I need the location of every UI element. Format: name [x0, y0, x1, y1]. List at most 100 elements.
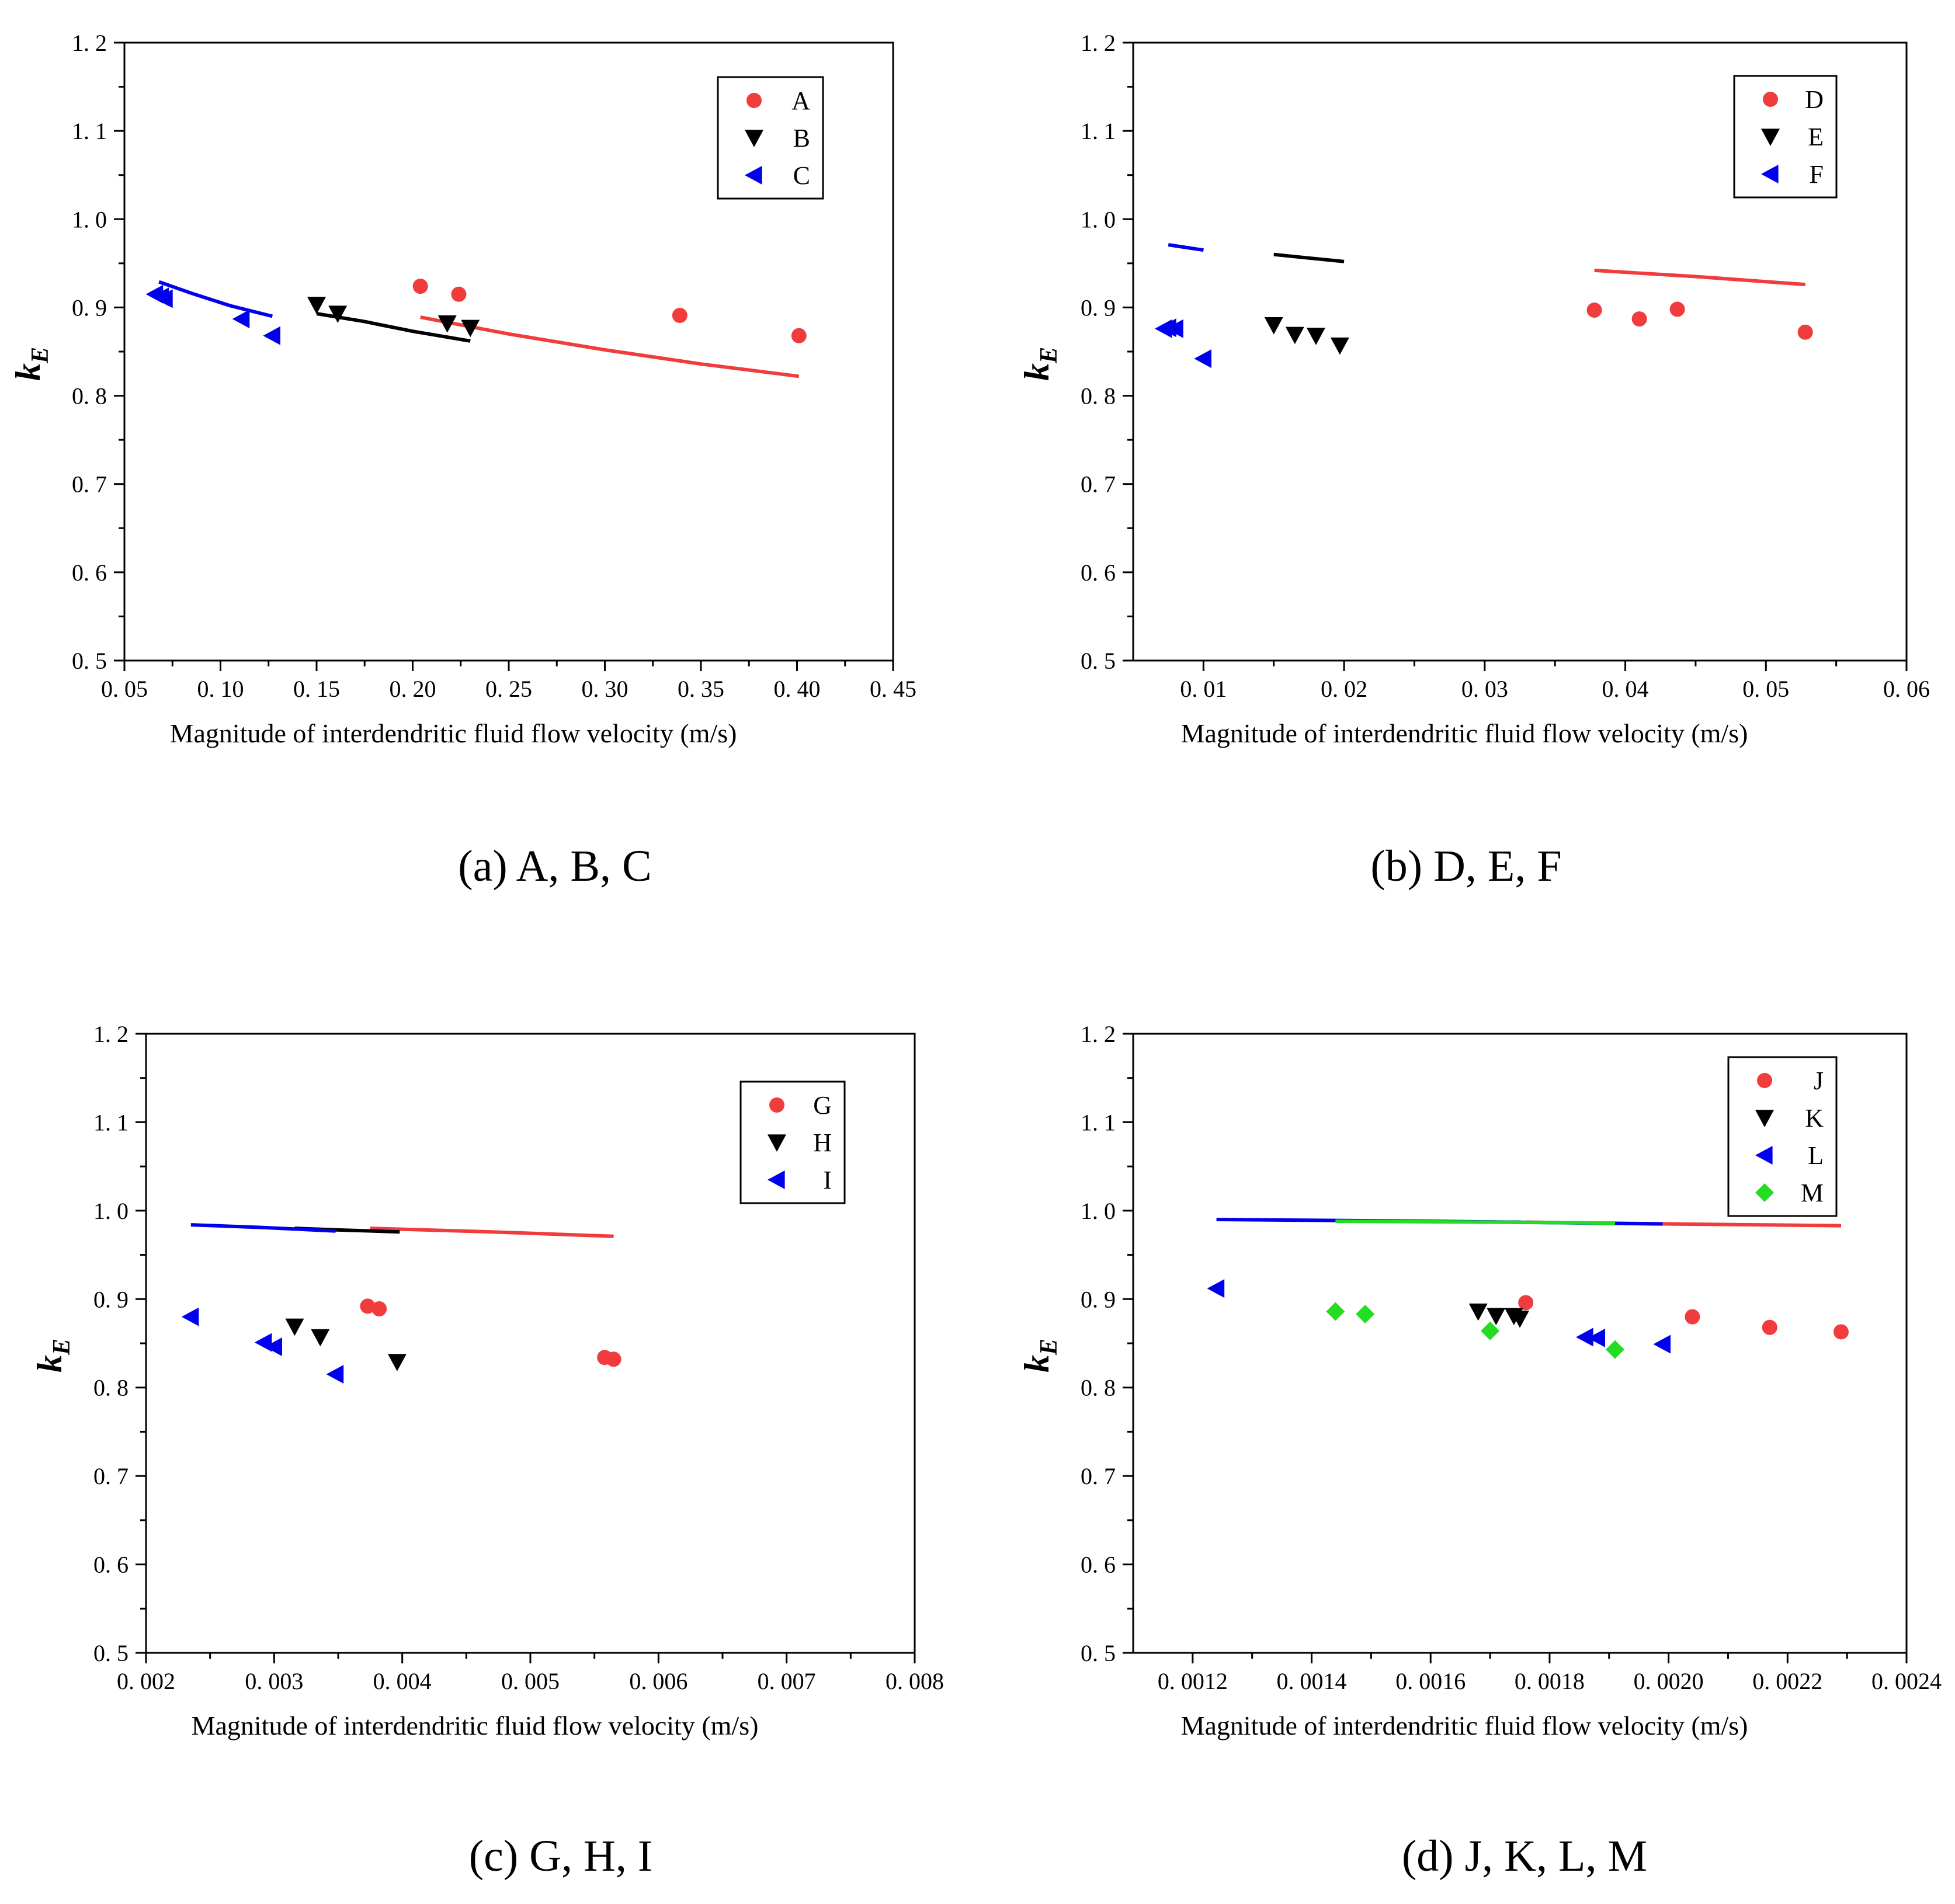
caption-c: (c) G, H, I: [468, 1832, 653, 1881]
x-tick-label: 0. 006: [629, 1668, 687, 1694]
data-point-M: [1326, 1302, 1345, 1321]
x-tick-label: 0. 30: [582, 676, 628, 702]
data-point-H: [387, 1354, 407, 1371]
data-point-B: [328, 305, 348, 324]
data-point-C: [155, 289, 173, 308]
x-tick-label: 0. 007: [758, 1668, 816, 1694]
legend-label-G: G: [813, 1091, 832, 1120]
data-point-E: [1306, 328, 1325, 345]
legend-label-C: C: [793, 161, 810, 190]
x-axis-title: Magnitude of interdendritic fluid flow v…: [192, 1711, 759, 1740]
legend: ABC: [717, 76, 824, 200]
y-tick-label: 0. 8: [93, 1375, 129, 1401]
x-tick-label: 0. 40: [774, 676, 821, 702]
legend-marker-L: [1755, 1146, 1773, 1165]
data-point-J: [1762, 1319, 1777, 1335]
legend-label-I: I: [823, 1166, 832, 1194]
x-tick-label: 0. 05: [101, 676, 148, 702]
data-point-D: [1631, 311, 1647, 327]
data-point-D: [1797, 324, 1813, 340]
y-tick-label: 1. 2: [72, 30, 107, 56]
series-M: [1326, 1219, 1624, 1359]
x-tick-label: 0. 04: [1602, 676, 1649, 702]
data-point-M: [1605, 1340, 1624, 1359]
y-tick-label: 0. 5: [1081, 648, 1116, 674]
x-tick-label: 0. 005: [501, 1668, 560, 1694]
series-I: [181, 1223, 344, 1384]
legend-marker-C: [745, 166, 762, 185]
y-tick-label: 0. 9: [1081, 1286, 1116, 1312]
caption-b: (b) D, E, F: [1370, 842, 1562, 891]
data-point-L: [1653, 1335, 1671, 1354]
data-point-H: [311, 1329, 330, 1347]
legend-marker-A: [746, 93, 762, 108]
series-K: [1468, 1220, 1529, 1328]
data-point-F: [1166, 319, 1183, 338]
series-J: [1518, 1220, 1849, 1340]
fit-line-A: [420, 315, 800, 378]
series-B: [307, 297, 480, 343]
data-point-A: [672, 308, 687, 324]
y-tick-label: 0. 9: [1081, 294, 1116, 321]
data-point-A: [412, 279, 428, 294]
y-tick-label: 1. 1: [1081, 118, 1116, 144]
x-tick-label: 0. 35: [678, 676, 724, 702]
y-tick-label: 0. 6: [93, 1552, 129, 1578]
y-tick-label: 0. 6: [1081, 1552, 1116, 1578]
x-tick-label: 0. 0018: [1515, 1668, 1585, 1694]
y-axis-title: kE: [1018, 347, 1062, 381]
x-tick-label: 0. 004: [373, 1668, 432, 1694]
x-tick-label: 0. 002: [117, 1668, 175, 1694]
series-D: [1586, 268, 1813, 340]
data-point-A: [451, 286, 467, 302]
y-tick-label: 0. 8: [1081, 1375, 1116, 1401]
legend-marker-E: [1761, 128, 1780, 146]
y-axis-title: kE: [30, 1339, 75, 1373]
x-tick-label: 0. 0022: [1752, 1668, 1822, 1694]
data-point-L: [1207, 1279, 1225, 1298]
legend-marker-J: [1757, 1073, 1772, 1088]
y-tick-label: 0. 5: [1081, 1640, 1116, 1666]
legend-marker-I: [768, 1170, 785, 1189]
y-axis-title: kE: [1018, 1339, 1062, 1373]
x-tick-label: 0. 45: [870, 676, 916, 702]
y-tick-label: 0. 8: [72, 383, 107, 409]
data-point-E: [1285, 326, 1304, 345]
legend-marker-G: [769, 1097, 784, 1113]
x-tick-label: 0. 003: [245, 1668, 303, 1694]
legend-marker-H: [768, 1134, 786, 1152]
data-point-C: [232, 310, 250, 329]
y-tick-label: 0. 7: [1081, 471, 1116, 498]
legend-marker-F: [1761, 165, 1779, 183]
legend-box: [717, 76, 824, 200]
fit-line-D: [1594, 268, 1805, 287]
x-tick-label: 0. 0012: [1158, 1668, 1228, 1694]
legend-label-M: M: [1801, 1179, 1824, 1207]
data-point-G: [606, 1351, 621, 1367]
series-G: [360, 1227, 621, 1367]
data-point-M: [1356, 1305, 1375, 1324]
legend-label-J: J: [1814, 1066, 1824, 1095]
legend: GHI: [739, 1080, 846, 1204]
data-point-G: [371, 1301, 387, 1316]
x-tick-label: 0. 0020: [1634, 1668, 1704, 1694]
data-point-A: [791, 328, 807, 343]
data-point-F: [1159, 318, 1176, 338]
series-C: [145, 280, 280, 345]
y-tick-label: 0. 5: [93, 1640, 129, 1666]
series-E: [1264, 252, 1349, 355]
data-point-J: [1518, 1295, 1534, 1311]
x-tick-label: 0. 0024: [1871, 1668, 1942, 1694]
x-tick-label: 0. 0014: [1277, 1668, 1347, 1694]
data-point-D: [1669, 301, 1685, 317]
y-tick-label: 1. 0: [93, 1198, 129, 1224]
data-point-K: [1510, 1311, 1529, 1328]
x-tick-label: 0. 06: [1883, 676, 1930, 702]
data-point-M: [1481, 1321, 1500, 1340]
legend-label-K: K: [1805, 1104, 1824, 1132]
y-tick-label: 1. 0: [1081, 206, 1116, 232]
data-point-J: [1833, 1324, 1849, 1340]
